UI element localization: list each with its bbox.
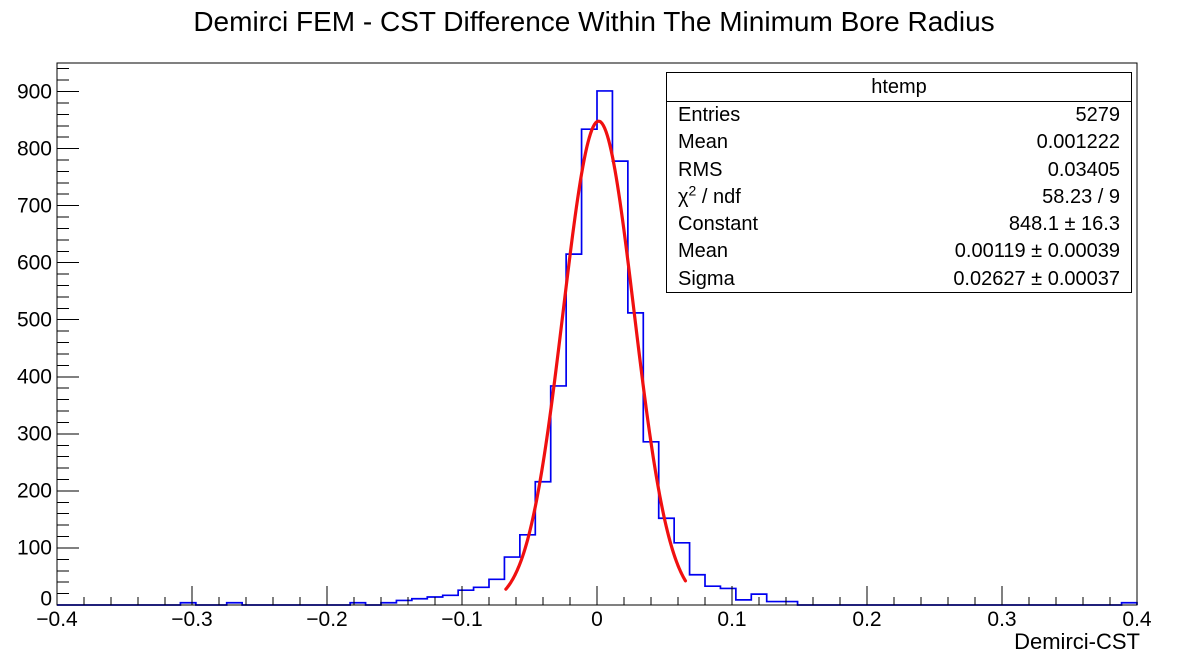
stats-label: RMS	[678, 158, 723, 181]
x-tick-label: 0.1	[717, 608, 747, 631]
y-tick-label: 400	[16, 365, 52, 389]
y-tick-label: 300	[16, 422, 52, 446]
stats-row-rms: RMS 0.03405	[667, 157, 1131, 184]
fit-curve-path	[504, 119, 688, 591]
stats-value: 5279	[1075, 104, 1121, 126]
stats-row-mean: Mean 0.001222	[667, 129, 1131, 156]
stats-value: 0.03405	[1047, 158, 1120, 181]
stats-label: Constant	[678, 213, 759, 236]
stats-title: htemp	[667, 73, 1131, 102]
stats-label: Mean	[678, 240, 729, 263]
stats-label: χ2 / ndf	[678, 182, 741, 208]
x-tick-label: 0.4	[1122, 608, 1152, 631]
stats-value: 848.1 ± 16.3	[1008, 213, 1120, 236]
x-tick-label: 0.2	[852, 608, 882, 631]
y-tick-label: 800	[16, 137, 52, 161]
x-tick-label: −0.2	[306, 608, 348, 631]
stats-value: 0.001222	[1036, 131, 1120, 154]
stats-value: 0.00119 ± 0.00039	[954, 240, 1120, 263]
x-tick-label: −0.4	[36, 608, 78, 631]
stats-label: Entries	[678, 104, 741, 126]
page-title: Demirci FEM - CST Difference Within The …	[193, 6, 995, 37]
x-tick-label: −0.1	[441, 608, 483, 631]
y-tick-label: 100	[16, 536, 52, 560]
y-tick-label: 500	[16, 308, 52, 332]
stats-row-fit-mean: Mean 0.00119 ± 0.00039	[667, 238, 1131, 265]
stats-box: htemp Entries 5279 Mean 0.001222 RMS 0.0…	[666, 72, 1132, 293]
stats-row-sigma: Sigma 0.02627 ± 0.00037	[667, 266, 1131, 293]
y-tick-label: 0	[40, 587, 52, 611]
y-tick-label: 900	[16, 80, 52, 104]
x-axis-title: Demirci-CST	[1014, 629, 1140, 654]
x-tick-label: −0.3	[171, 608, 213, 631]
y-tick-label: 700	[16, 194, 52, 218]
y-tick-label: 200	[16, 479, 52, 503]
stats-value: 58.23 / 9	[1042, 185, 1120, 208]
x-tick-label: 0.3	[987, 608, 1017, 631]
x-tick-label: 0	[591, 608, 603, 631]
stats-row-entries: Entries 5279	[667, 102, 1131, 129]
y-tick-label: 600	[16, 251, 52, 275]
stats-value: 0.02627 ± 0.00037	[953, 267, 1120, 290]
stats-label: Mean	[678, 131, 729, 154]
stats-label: Sigma	[678, 267, 735, 290]
stats-row-constant: Constant 848.1 ± 16.3	[667, 211, 1131, 238]
stats-row-chi2-ndf: χ2 / ndf 58.23 / 9	[667, 182, 1131, 211]
